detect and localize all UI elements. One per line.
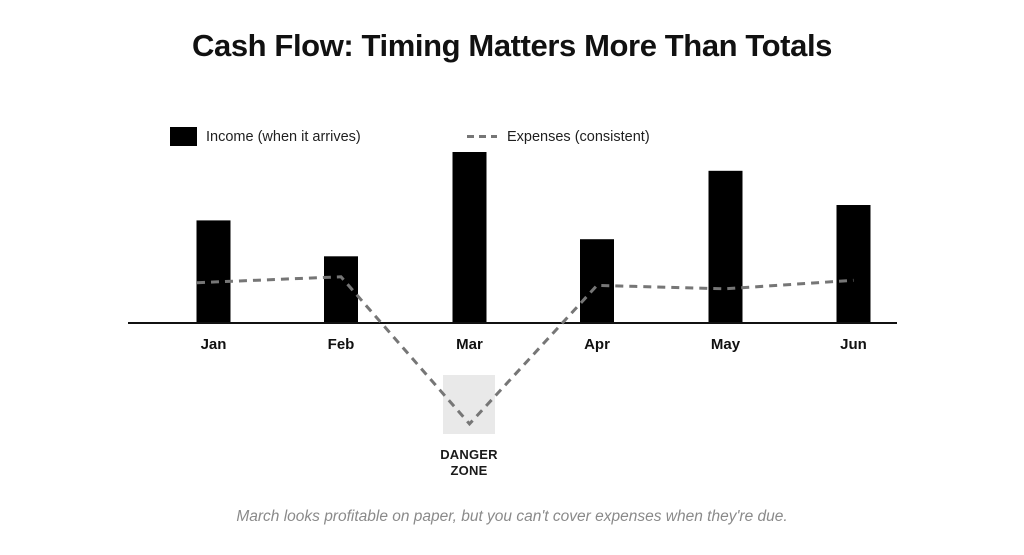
legend-expenses-label: Expenses (consistent) xyxy=(507,128,650,145)
x-axis-label-jan: Jan xyxy=(200,336,227,353)
danger-zone-label: DANGER ZONE xyxy=(409,447,529,479)
income-bar-may xyxy=(708,170,743,323)
income-bar-jan xyxy=(196,220,231,323)
expenses-line xyxy=(196,275,854,427)
income-bar-jun xyxy=(836,205,871,323)
chart-title: Cash Flow: Timing Matters More Than Tota… xyxy=(192,28,832,63)
legend-item-expenses: Expenses (consistent) xyxy=(466,127,650,146)
chart-caption: March looks profitable on paper, but you… xyxy=(236,508,788,525)
x-axis-label-feb: Feb xyxy=(327,336,355,353)
income-swatch-icon xyxy=(170,127,197,146)
x-axis-label-may: May xyxy=(710,336,741,353)
dashed-line-icon xyxy=(467,135,497,138)
danger-zone-label-line1: DANGER xyxy=(440,447,498,462)
danger-zone-label-line2: ZONE xyxy=(450,463,488,478)
legend-income-label: Income (when it arrives) xyxy=(206,128,361,145)
x-axis-label-mar: Mar xyxy=(456,336,483,353)
x-axis-label-jun: Jun xyxy=(840,336,867,353)
legend-item-income: Income (when it arrives) xyxy=(170,127,361,146)
income-bar-mar xyxy=(452,152,487,323)
income-bar-apr xyxy=(580,239,614,323)
x-axis-label-apr: Apr xyxy=(584,336,610,353)
